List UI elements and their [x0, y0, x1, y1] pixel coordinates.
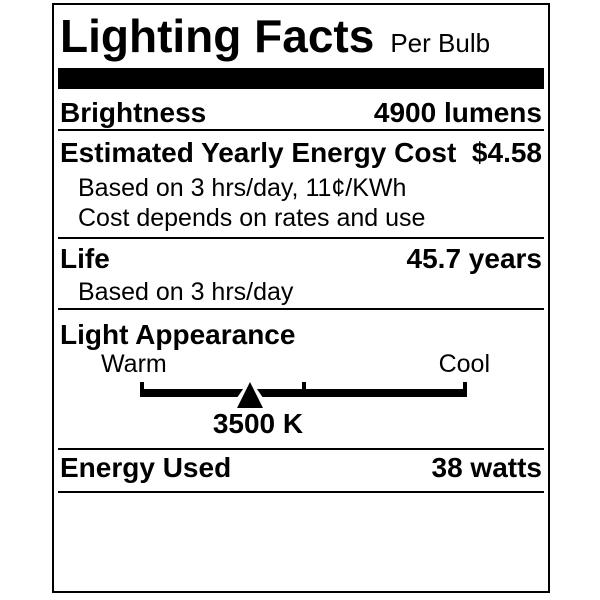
- energy-used-value: 38 watts: [431, 452, 543, 483]
- scale-tick-middle: [301, 382, 306, 397]
- energy-cost-section: Estimated Yearly Energy Cost $4.58 Based…: [58, 131, 544, 239]
- warm-label: Warm: [101, 350, 167, 378]
- marker-triangle-icon: [236, 382, 263, 408]
- light-appearance-section: Light Appearance Warm Cool 3500 K: [58, 310, 544, 450]
- header-separator-bar: [58, 68, 544, 89]
- brightness-row: Brightness 4900 lumens: [58, 89, 544, 131]
- energy-cost-note-basis: Based on 3 hrs/day, 11¢/KWh: [78, 174, 407, 202]
- color-temperature-scale-bar: [140, 379, 467, 408]
- label-title: Lighting Facts: [60, 10, 375, 62]
- life-note-basis: Based on 3 hrs/day: [78, 278, 294, 306]
- warm-cool-scale-labels: Warm Cool: [101, 350, 490, 378]
- energy-cost-label: Estimated Yearly Energy Cost: [60, 137, 457, 168]
- brightness-value: 4900 lumens: [373, 97, 542, 128]
- brightness-label: Brightness: [60, 97, 207, 128]
- lighting-facts-label: Lighting Facts Per Bulb Brightness 4900 …: [52, 3, 550, 593]
- life-value: 45.7 years: [406, 243, 542, 274]
- life-row: Life 45.7 years: [58, 239, 544, 277]
- energy-cost-row: Estimated Yearly Energy Cost $4.58: [58, 131, 544, 173]
- label-header: Lighting Facts Per Bulb: [58, 5, 544, 59]
- cool-label: Cool: [438, 350, 490, 378]
- energy-cost-note-disclaimer: Cost depends on rates and use: [78, 204, 426, 232]
- light-appearance-label: Light Appearance: [60, 319, 296, 350]
- life-label: Life: [60, 243, 110, 274]
- label-content: Lighting Facts Per Bulb Brightness 4900 …: [58, 5, 544, 493]
- scale-tick-right: [463, 382, 467, 397]
- kelvin-value: 3500 K: [212, 408, 304, 439]
- per-bulb-subtitle: Per Bulb: [390, 28, 491, 58]
- energy-cost-value: $4.58: [471, 137, 542, 168]
- life-section: Life 45.7 years Based on 3 hrs/day: [58, 239, 544, 310]
- energy-used-row: Energy Used 38 watts: [58, 450, 544, 493]
- energy-used-label: Energy Used: [60, 452, 232, 483]
- scale-tick-left: [140, 382, 144, 397]
